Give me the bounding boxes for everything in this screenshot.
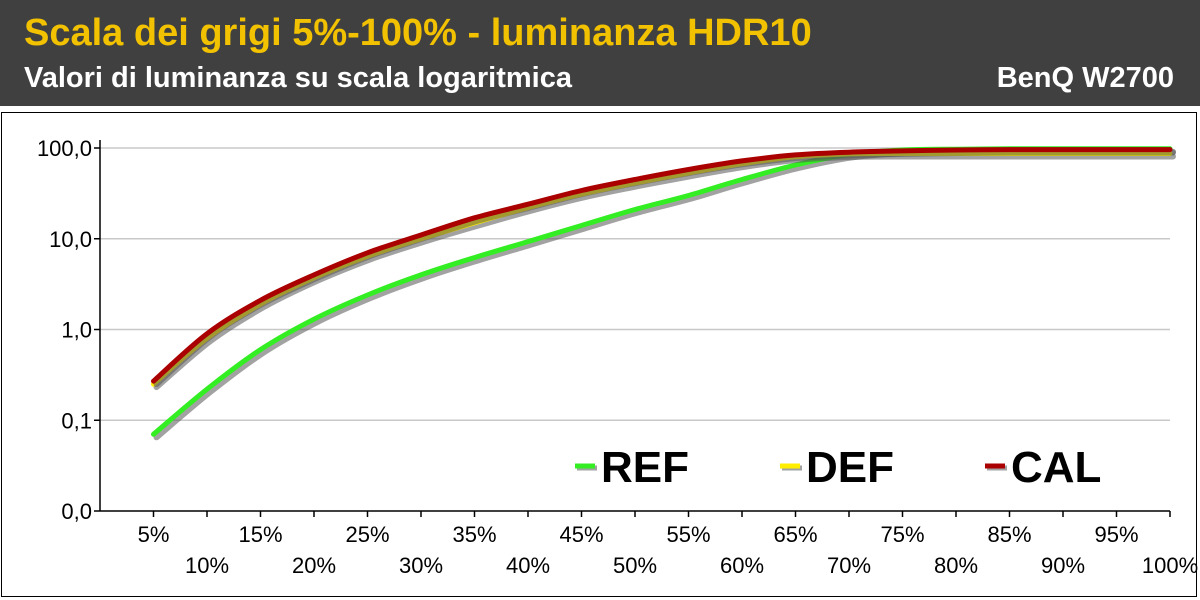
x-tick-label: 20% <box>292 553 336 578</box>
x-tick-label: 75% <box>880 522 924 547</box>
y-tick-label: 0,1 <box>61 408 92 433</box>
x-tick-label: 95% <box>1094 522 1138 547</box>
x-tick-label: 55% <box>666 522 710 547</box>
x-tick-label: 90% <box>1041 553 1085 578</box>
chart-title: Scala dei grigi 5%-100% - luminanza HDR1… <box>24 12 812 54</box>
x-tick-label: 80% <box>934 553 978 578</box>
legend-label-cal: CAL <box>1011 443 1101 492</box>
y-tick-label: 100,0 <box>37 136 92 161</box>
x-tick-label: 25% <box>345 522 389 547</box>
chart-header: Scala dei grigi 5%-100% - luminanza HDR1… <box>0 0 1200 106</box>
y-tick-label: 10,0 <box>49 227 92 252</box>
series-line-cal <box>151 147 1173 384</box>
x-tick-label: 85% <box>987 522 1031 547</box>
plot-border <box>1 112 1197 597</box>
x-tick-label: 65% <box>773 522 817 547</box>
y-tick-label: 1,0 <box>61 318 92 343</box>
x-tick-label: 5% <box>138 522 170 547</box>
x-tick-label: 40% <box>506 553 550 578</box>
x-tick-label: 30% <box>399 553 443 578</box>
x-tick-label: 15% <box>238 522 282 547</box>
series-shadow-ref <box>153 148 1176 441</box>
x-tick-label: 10% <box>185 553 229 578</box>
x-tick-label: 35% <box>452 522 496 547</box>
x-tick-label: 50% <box>613 553 657 578</box>
series-shadow-def <box>153 153 1176 391</box>
y-tick-label: 0,0 <box>61 499 92 524</box>
legend-label-ref: REF <box>601 443 689 492</box>
legend-label-def: DEF <box>806 443 894 492</box>
series-line-def <box>151 150 1173 387</box>
x-tick-label: 45% <box>559 522 603 547</box>
chart-subtitle: Valori di luminanza su scala logaritmica <box>24 62 572 94</box>
x-tick-label: 100% <box>1142 553 1198 578</box>
x-tick-label: 70% <box>827 553 871 578</box>
brand-label: BenQ W2700 <box>996 62 1174 94</box>
series-line-ref <box>151 146 1173 437</box>
x-tick-label: 60% <box>720 553 764 578</box>
series-shadow-cal <box>153 149 1176 388</box>
